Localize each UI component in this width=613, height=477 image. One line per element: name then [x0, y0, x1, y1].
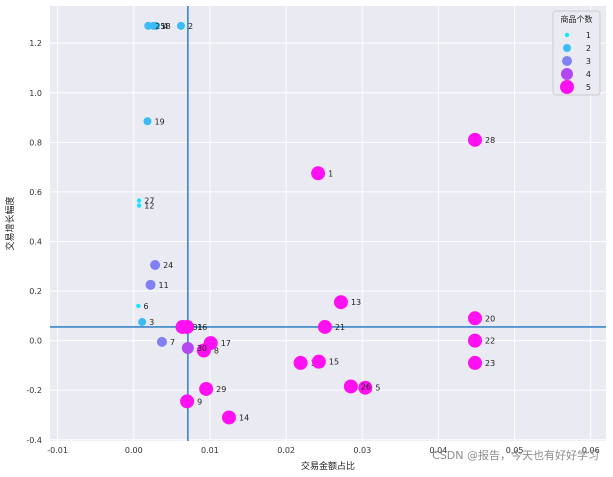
- point-label: 2: [188, 22, 193, 31]
- y-tick-label: 0.4: [29, 237, 42, 246]
- data-point: [343, 379, 358, 394]
- data-point: [467, 132, 482, 147]
- point-label: 25: [155, 22, 165, 31]
- data-point: [311, 354, 326, 369]
- point-label: 12: [144, 202, 154, 211]
- point-label: 22: [485, 337, 495, 346]
- data-point: [177, 21, 186, 30]
- point-label: 13: [351, 298, 361, 307]
- y-tick-label: -0.4: [26, 436, 42, 445]
- data-point: [136, 303, 141, 309]
- data-point: [136, 203, 142, 208]
- x-tick-label: 0.00: [125, 446, 143, 455]
- y-tick-label: 1.2: [29, 39, 42, 48]
- point-label: 9: [197, 397, 202, 406]
- point-label: 15: [329, 358, 339, 367]
- point-label: 31: [193, 323, 203, 332]
- data-point: [150, 260, 161, 271]
- x-tick-labels: -0.01 0.00 0.01 0.02 0.03 0.04 0.05 0.06: [47, 446, 599, 455]
- y-tick-label: -0.2: [26, 386, 42, 395]
- point-label: 24: [163, 261, 173, 270]
- data-point: [136, 198, 142, 203]
- data-point: [138, 318, 147, 327]
- point-label: 16: [197, 323, 207, 332]
- point-label: 19: [154, 117, 164, 126]
- point-label: 11: [159, 281, 169, 290]
- x-axis-label: 交易金额占比: [301, 460, 355, 472]
- legend-marker: [563, 44, 571, 52]
- data-point: [180, 394, 195, 409]
- point-label: 23: [485, 359, 495, 368]
- data-point: [317, 319, 332, 334]
- data-point: [181, 342, 194, 355]
- data-point: [467, 355, 482, 370]
- point-label: 26: [361, 382, 371, 391]
- point-label: 20: [485, 314, 495, 323]
- data-point: [311, 166, 326, 181]
- legend-label: 2: [586, 44, 591, 53]
- x-tick-label: 0.01: [201, 446, 219, 455]
- point-label: 28: [485, 136, 495, 145]
- legend-marker: [562, 56, 572, 66]
- x-tick-label: 0.02: [277, 446, 295, 455]
- data-point: [156, 336, 167, 347]
- data-point: [144, 21, 153, 30]
- point-label: 4: [163, 22, 168, 31]
- data-point: [221, 410, 236, 425]
- x-tick-label: 0.04: [430, 446, 448, 455]
- y-tick-labels: -0.4 -0.2 0.0 0.2 0.4 0.6 0.8 1.0 1.2: [26, 39, 42, 445]
- legend-label: 1: [586, 31, 591, 40]
- legend-marker: [564, 32, 570, 38]
- legend-label: 4: [586, 70, 591, 79]
- watermark: CSDN @报告，今天也有好好学习: [432, 449, 599, 462]
- point-label: 30: [197, 344, 207, 353]
- legend-marker: [560, 80, 574, 94]
- y-tick-label: 0.8: [29, 138, 42, 147]
- point-label: 29: [216, 385, 226, 394]
- point-label: 6: [144, 302, 149, 311]
- y-tick-label: 1.0: [29, 89, 42, 98]
- data-point: [145, 279, 156, 290]
- legend-title: 商品个数: [561, 14, 593, 24]
- y-tick-label: 0.0: [29, 337, 42, 346]
- x-tick-label: 0.05: [506, 446, 524, 455]
- data-point: [143, 117, 152, 126]
- legend-label: 5: [586, 83, 591, 92]
- x-tick-label: 0.06: [582, 446, 600, 455]
- plot-background: [50, 6, 606, 441]
- legend: 商品个数 1 2 3 4 5: [552, 10, 601, 96]
- point-label: 14: [239, 413, 249, 422]
- data-point: [199, 381, 214, 396]
- legend-marker: [561, 68, 573, 80]
- x-tick-label: 0.03: [353, 446, 371, 455]
- point-label: 1: [328, 169, 333, 178]
- data-point: [203, 336, 218, 351]
- point-label: 3: [149, 318, 154, 327]
- data-point: [467, 311, 482, 326]
- point-label: 8: [214, 347, 219, 356]
- y-tick-label: 0.6: [29, 188, 42, 197]
- y-tick-label: 0.2: [29, 287, 42, 296]
- y-axis-label: 交易增长幅度: [4, 196, 16, 250]
- data-point: [467, 333, 482, 348]
- point-label: 27: [144, 197, 154, 206]
- point-label: 21: [335, 323, 345, 332]
- data-point: [358, 380, 373, 395]
- data-points: 1234567891011121314151617181920212223242…: [136, 21, 495, 425]
- point-label: 18: [161, 22, 171, 31]
- x-tick-label: -0.01: [47, 446, 68, 455]
- legend-label: 3: [586, 57, 591, 66]
- data-point: [293, 355, 308, 370]
- point-label: 7: [170, 338, 175, 347]
- data-point: [175, 319, 190, 334]
- point-label: 5: [375, 384, 380, 393]
- point-label: 17: [221, 339, 231, 348]
- data-point: [333, 295, 348, 310]
